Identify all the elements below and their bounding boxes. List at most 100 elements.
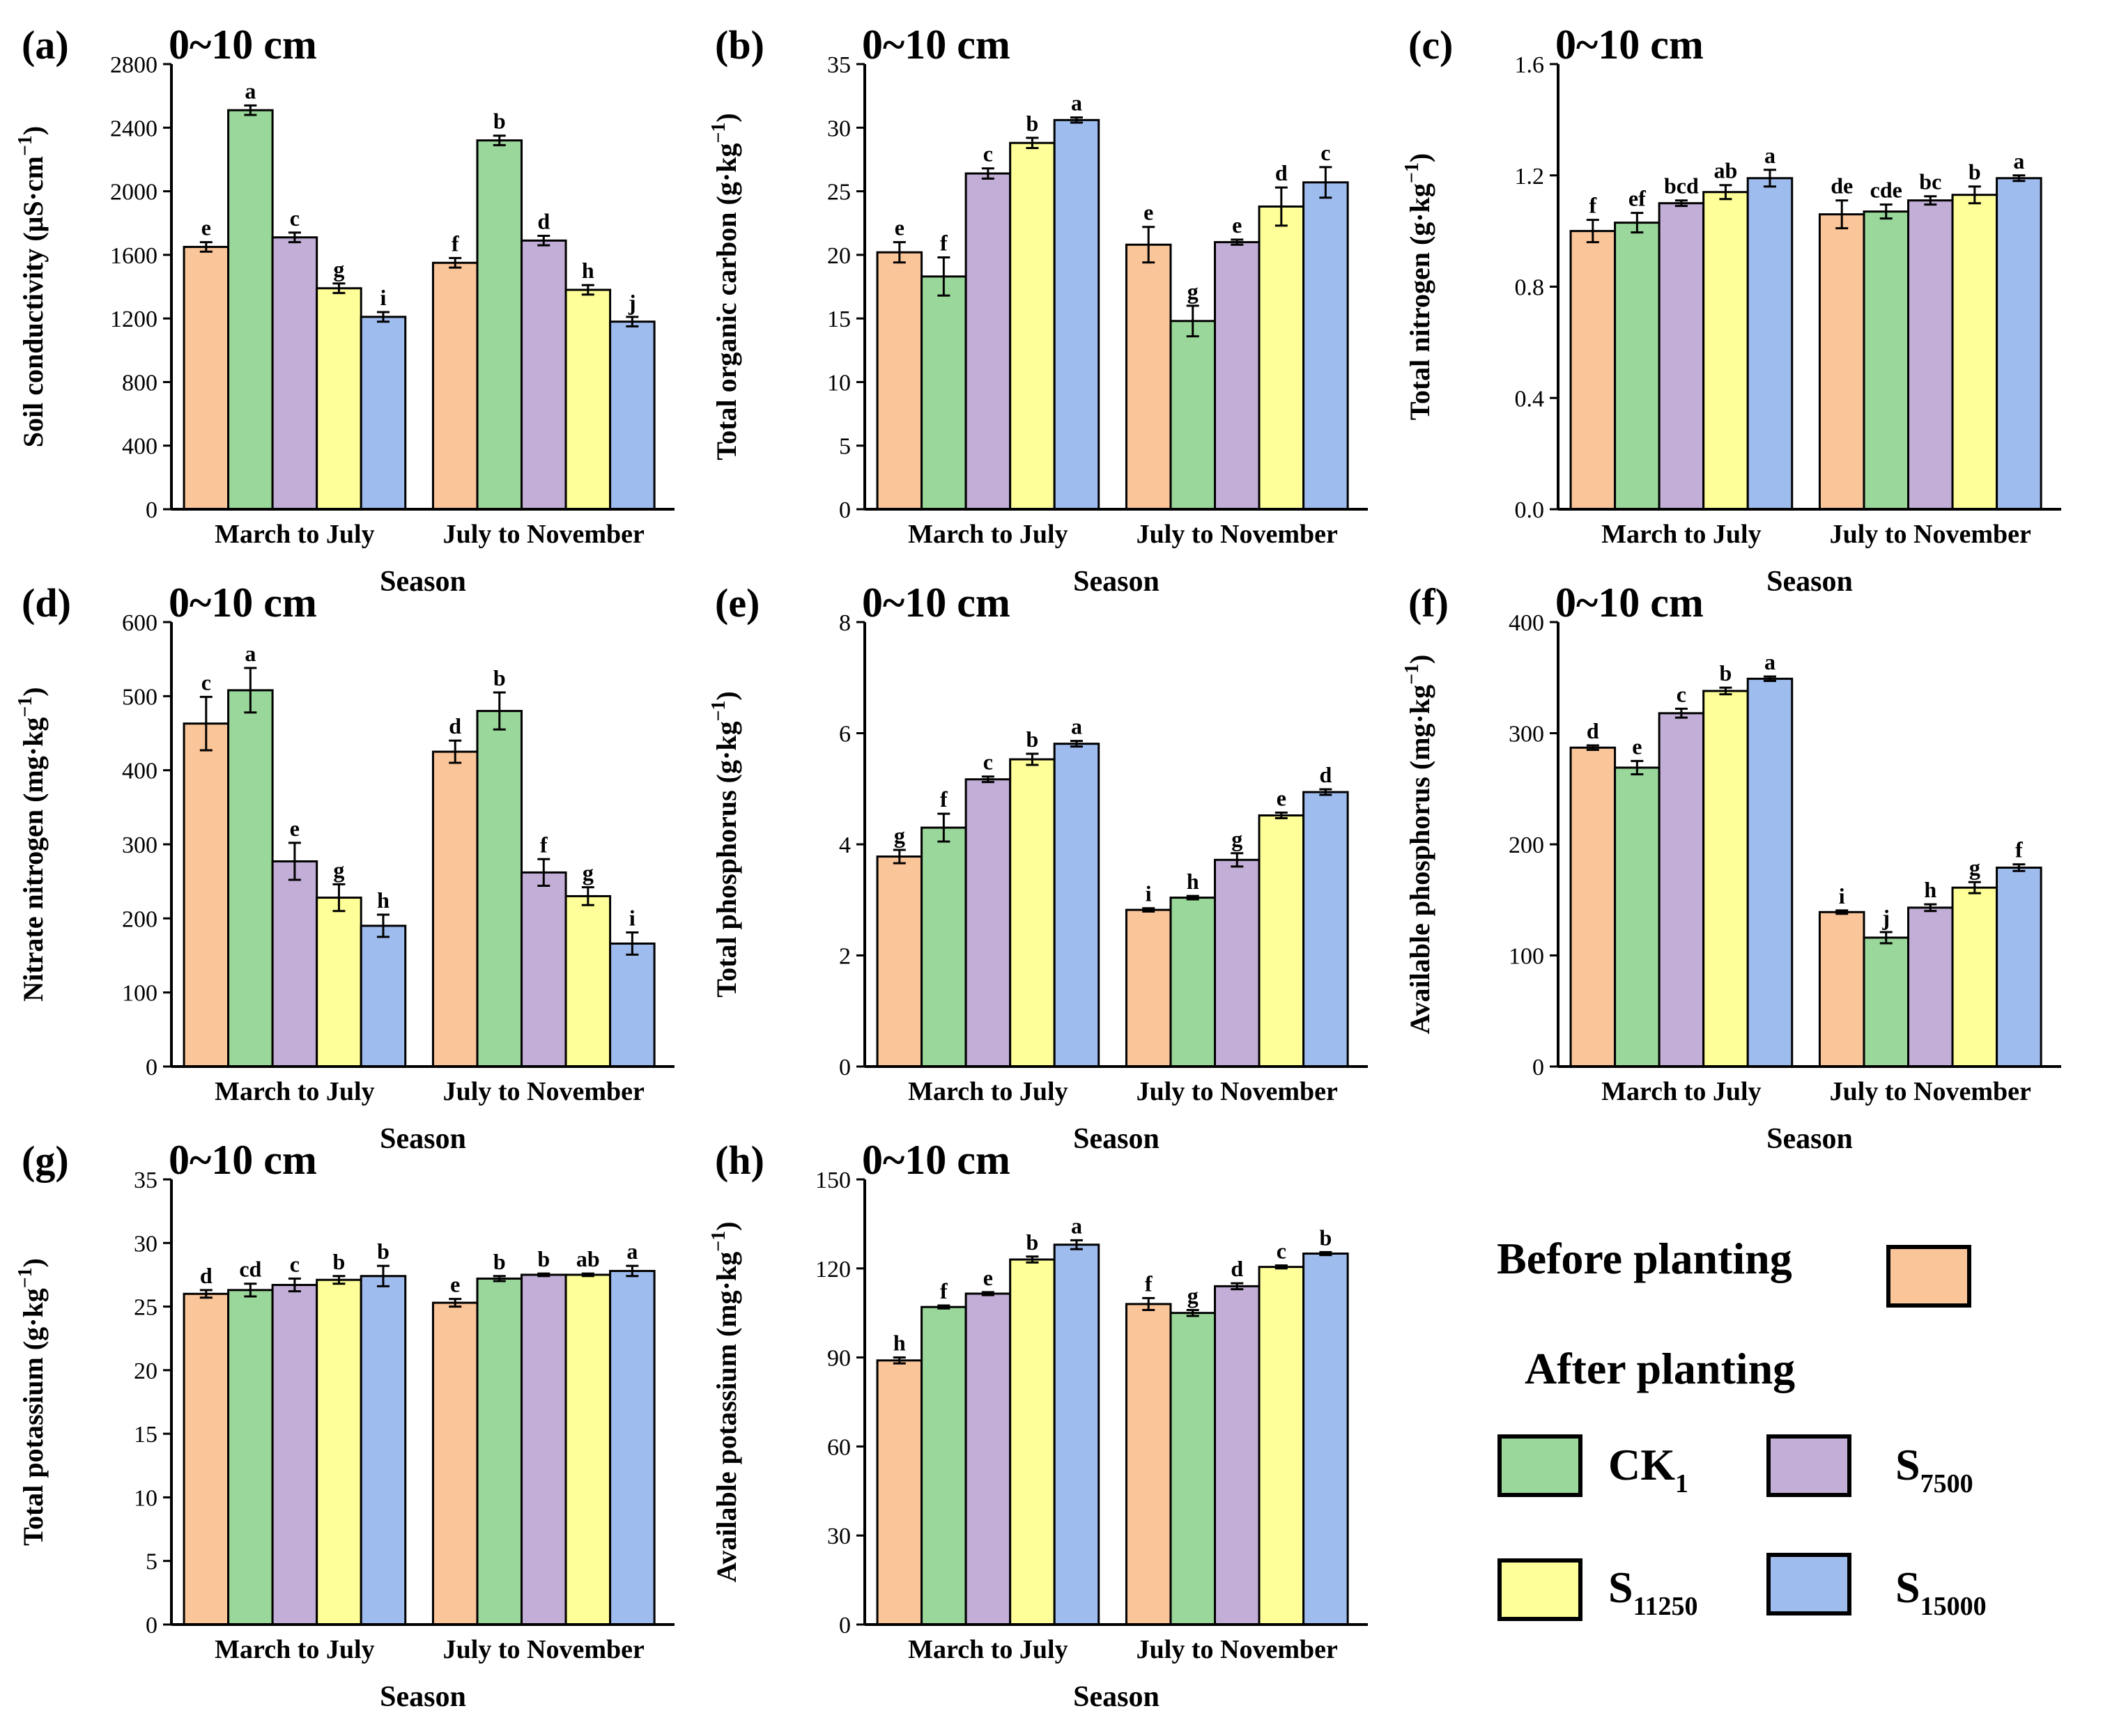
- y-tick-label: 30: [827, 1524, 851, 1549]
- significance-letter: e: [983, 1265, 993, 1290]
- y-tick-label: 1200: [110, 307, 157, 332]
- bar: [1009, 758, 1056, 1068]
- y-tick-label: 0: [146, 1055, 157, 1080]
- y-tick-label: 30: [134, 1231, 157, 1257]
- y-tick-label: 150: [815, 1168, 851, 1193]
- depth-title: 0~10 cm: [862, 22, 1010, 68]
- significance-letter: a: [626, 1239, 638, 1264]
- bar: [920, 1305, 967, 1626]
- panel-label: (d): [22, 580, 71, 626]
- significance-letter: ab: [1714, 158, 1738, 183]
- significance-letter: f: [2015, 837, 2023, 862]
- bar: [1214, 1285, 1261, 1626]
- significance-letter: j: [1881, 905, 1890, 930]
- legend-label-s15000: S15000: [1895, 1563, 1987, 1621]
- y-tick-label: 0: [839, 1613, 851, 1638]
- panel-label: (c): [1408, 22, 1453, 68]
- bar: [1907, 199, 1954, 511]
- legend-label-s7500: S7500: [1895, 1440, 1973, 1498]
- bar: [1863, 210, 1910, 511]
- x-category-label: July to November: [443, 1635, 645, 1664]
- bar: [360, 1275, 407, 1626]
- chart-panel-d: c d a b e f g g h i 0 100 200 300 400 500 600 March to Ju…: [15, 580, 675, 1155]
- x-category-label: March to July: [908, 1077, 1068, 1106]
- significance-letter: f: [940, 786, 948, 812]
- y-tick-label: 0: [839, 497, 851, 523]
- significance-letter: ef: [1628, 186, 1646, 211]
- significance-letter: i: [1839, 883, 1845, 908]
- y-tick-label: 35: [134, 1168, 157, 1193]
- x-category-label: July to November: [443, 520, 645, 549]
- bar: [1053, 118, 1100, 511]
- y-tick-label: 25: [827, 180, 851, 206]
- legend-swatch-s7500: [1766, 1434, 1851, 1497]
- significance-letter: j: [628, 290, 636, 315]
- y-tick-label: 0: [1532, 1055, 1544, 1080]
- bar: [227, 1289, 274, 1626]
- significance-letter: de: [1831, 173, 1853, 199]
- significance-letter: c: [290, 1251, 300, 1276]
- significance-letter: a: [1071, 714, 1082, 739]
- bar: [1818, 910, 1865, 1068]
- bar: [564, 894, 612, 1068]
- bar: [1702, 191, 1749, 511]
- significance-letter: d: [537, 208, 550, 233]
- y-tick-label: 2000: [110, 180, 157, 206]
- significance-letter: g: [894, 823, 905, 848]
- y-tick-label: 2800: [110, 52, 157, 78]
- y-tick-label: 10: [827, 370, 851, 396]
- depth-title: 0~10 cm: [862, 580, 1010, 626]
- x-category-label: March to July: [215, 1635, 374, 1664]
- y-axis-label: Total potassium (g·kg−1): [15, 1258, 49, 1546]
- significance-letter: ab: [576, 1246, 600, 1271]
- bar: [1258, 205, 1305, 511]
- bar: [1746, 677, 1794, 1068]
- legend-swatch-s11250: [1497, 1558, 1582, 1621]
- x-category-label: July to November: [1137, 1635, 1338, 1664]
- bar: [876, 855, 923, 1068]
- bar: [1614, 766, 1661, 1068]
- x-axis-label: Season: [1766, 1123, 1853, 1155]
- significance-letter: f: [452, 231, 459, 256]
- bar: [271, 236, 318, 511]
- significance-letter: a: [245, 78, 256, 103]
- chart-panel-e: g i f h c g b e a d 0 2 4 6 8 March to July July to Nove…: [708, 580, 1368, 1155]
- y-tick-label: 1.2: [1515, 164, 1545, 189]
- x-category-label: March to July: [908, 1635, 1068, 1664]
- significance-letter: f: [940, 1278, 948, 1303]
- y-tick-label: 30: [827, 116, 851, 141]
- bar: [920, 275, 967, 511]
- significance-letter: e: [450, 1272, 460, 1297]
- x-axis-label: Season: [380, 566, 466, 598]
- significance-letter: a: [2013, 148, 2024, 173]
- legend-label-s11250: S11250: [1608, 1563, 1698, 1621]
- bar: [1907, 906, 1954, 1068]
- bar: [476, 1277, 523, 1626]
- bar: [476, 139, 523, 511]
- y-tick-label: 100: [1509, 944, 1544, 970]
- panel-label: (b): [715, 22, 764, 68]
- bar: [1169, 1312, 1217, 1626]
- y-tick-label: 0: [146, 497, 157, 523]
- y-tick-label: 20: [134, 1358, 157, 1384]
- bar: [360, 316, 407, 511]
- significance-letter: b: [493, 665, 506, 690]
- legend-label-ck1: CK1: [1608, 1440, 1688, 1498]
- bar: [1302, 181, 1349, 511]
- depth-title: 0~10 cm: [169, 1137, 317, 1183]
- significance-letter: e: [895, 215, 904, 240]
- bar: [316, 897, 362, 1068]
- significance-letter: a: [1764, 649, 1775, 674]
- bar: [1258, 814, 1305, 1068]
- x-category-label: March to July: [215, 1077, 374, 1106]
- y-tick-label: 10: [134, 1485, 157, 1511]
- significance-letter: g: [333, 857, 344, 882]
- y-tick-label: 0: [146, 1613, 157, 1638]
- bar: [227, 109, 274, 511]
- significance-letter: bcd: [1664, 173, 1699, 199]
- bar: [227, 689, 274, 1068]
- y-tick-label: 35: [827, 52, 851, 78]
- bar: [1125, 908, 1172, 1068]
- legend-swatch-ck1: [1497, 1434, 1582, 1497]
